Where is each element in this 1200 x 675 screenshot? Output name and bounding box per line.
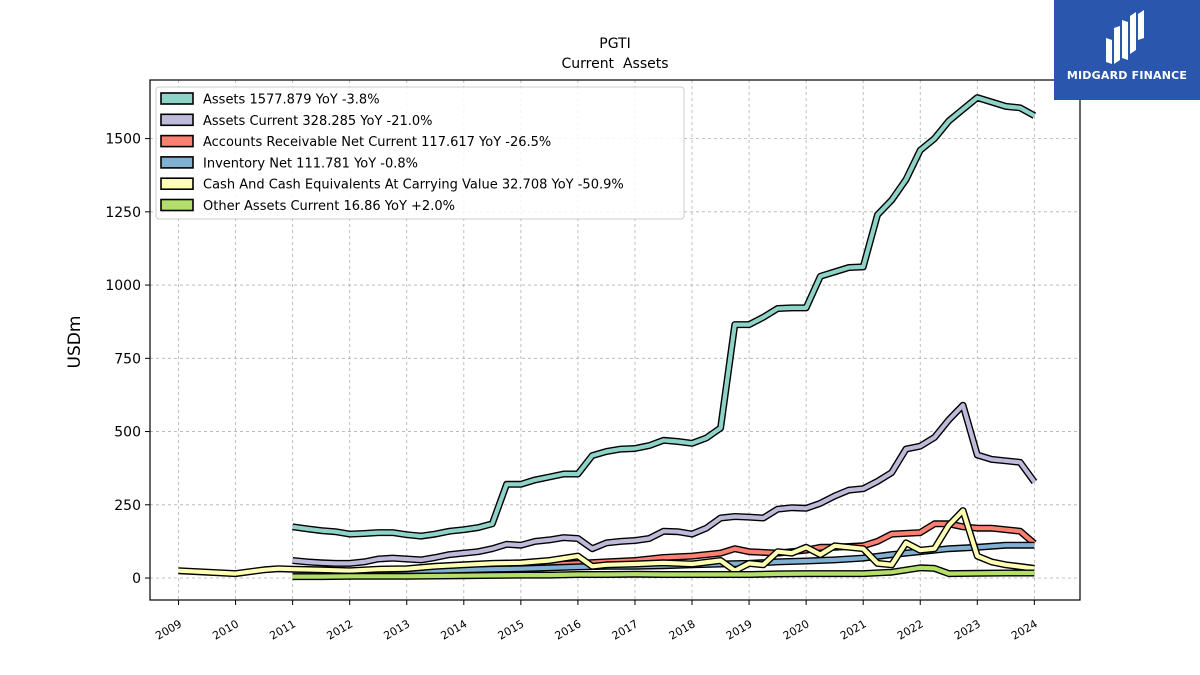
x-tick-label: 2015 [496,617,527,642]
chart-subtitle: Current Assets [561,56,668,72]
x-tick-label: 2011 [267,617,298,642]
x-tick-label: 2023 [952,617,983,642]
series-outline [292,401,1038,567]
x-tick-label: 2018 [667,617,698,642]
brand-name: MIDGARD FINANCE [1066,69,1188,82]
y-axis-label: USDm [65,316,85,369]
series-lines [178,94,1038,581]
midgard-logo-icon [1106,10,1144,64]
legend: Assets 1577.879 YoY -3.8% Assets Current … [155,86,685,220]
plot-frame [149,79,1081,601]
legend-label: Cash And Cash Equivalents At Carrying Va… [203,178,624,193]
y-tick-label: 0 [132,571,141,587]
legend-box [155,86,685,220]
series-stroke [292,403,1037,566]
legend-label: Other Assets Current 16.86 YoY +2.0% [203,199,455,214]
x-tick-label: 2014 [439,617,470,642]
legend-swatch [160,177,194,190]
series-stroke [292,565,1035,579]
legend-swatch [160,92,194,105]
legend-swatch [160,134,194,148]
y-tick-label: 1000 [105,278,141,294]
x-tick-label: 2020 [781,617,812,642]
legend-label: Accounts Receivable Net Current 117.617 … [203,135,551,150]
x-tick-label: 2009 [153,617,184,642]
y-tick-label: 1250 [105,205,141,221]
x-tick-label: 2016 [553,617,584,642]
series-line-4 [178,507,1035,578]
legend-swatch [160,113,194,127]
legend-swatch [160,156,194,169]
brand-logo: MIDGARD FINANCE [1054,0,1200,100]
grid-lines [150,80,1080,600]
legend-label: Inventory Net 111.781 YoY -0.8% [203,156,418,171]
series-stroke [292,95,1036,539]
legend-label: Assets 1577.879 YoY -3.8% [203,93,380,108]
legend-label: Assets Current 328.285 YoY -21.0% [203,114,433,129]
series-line-5 [292,564,1035,581]
x-tick-label: 2012 [324,617,355,642]
x-tick-label: 2019 [724,617,755,642]
x-tick-label: 2017 [610,617,641,642]
series-line-1 [292,401,1038,567]
chart-title: PGTI [599,36,630,52]
legend-swatch [160,198,194,212]
x-tick-label: 2024 [1009,617,1040,642]
series-line-0 [292,94,1037,540]
x-tick-label: 2022 [895,617,926,642]
y-tick-label: 250 [114,498,141,514]
x-tick-label: 2013 [381,617,412,642]
x-tick-label: 2021 [838,617,869,642]
series-stroke [178,508,1035,576]
x-tick-label: 2010 [210,617,241,642]
y-tick-label: 1500 [105,132,141,148]
y-tick-label: 750 [114,351,141,367]
y-tick-label: 500 [114,425,141,441]
